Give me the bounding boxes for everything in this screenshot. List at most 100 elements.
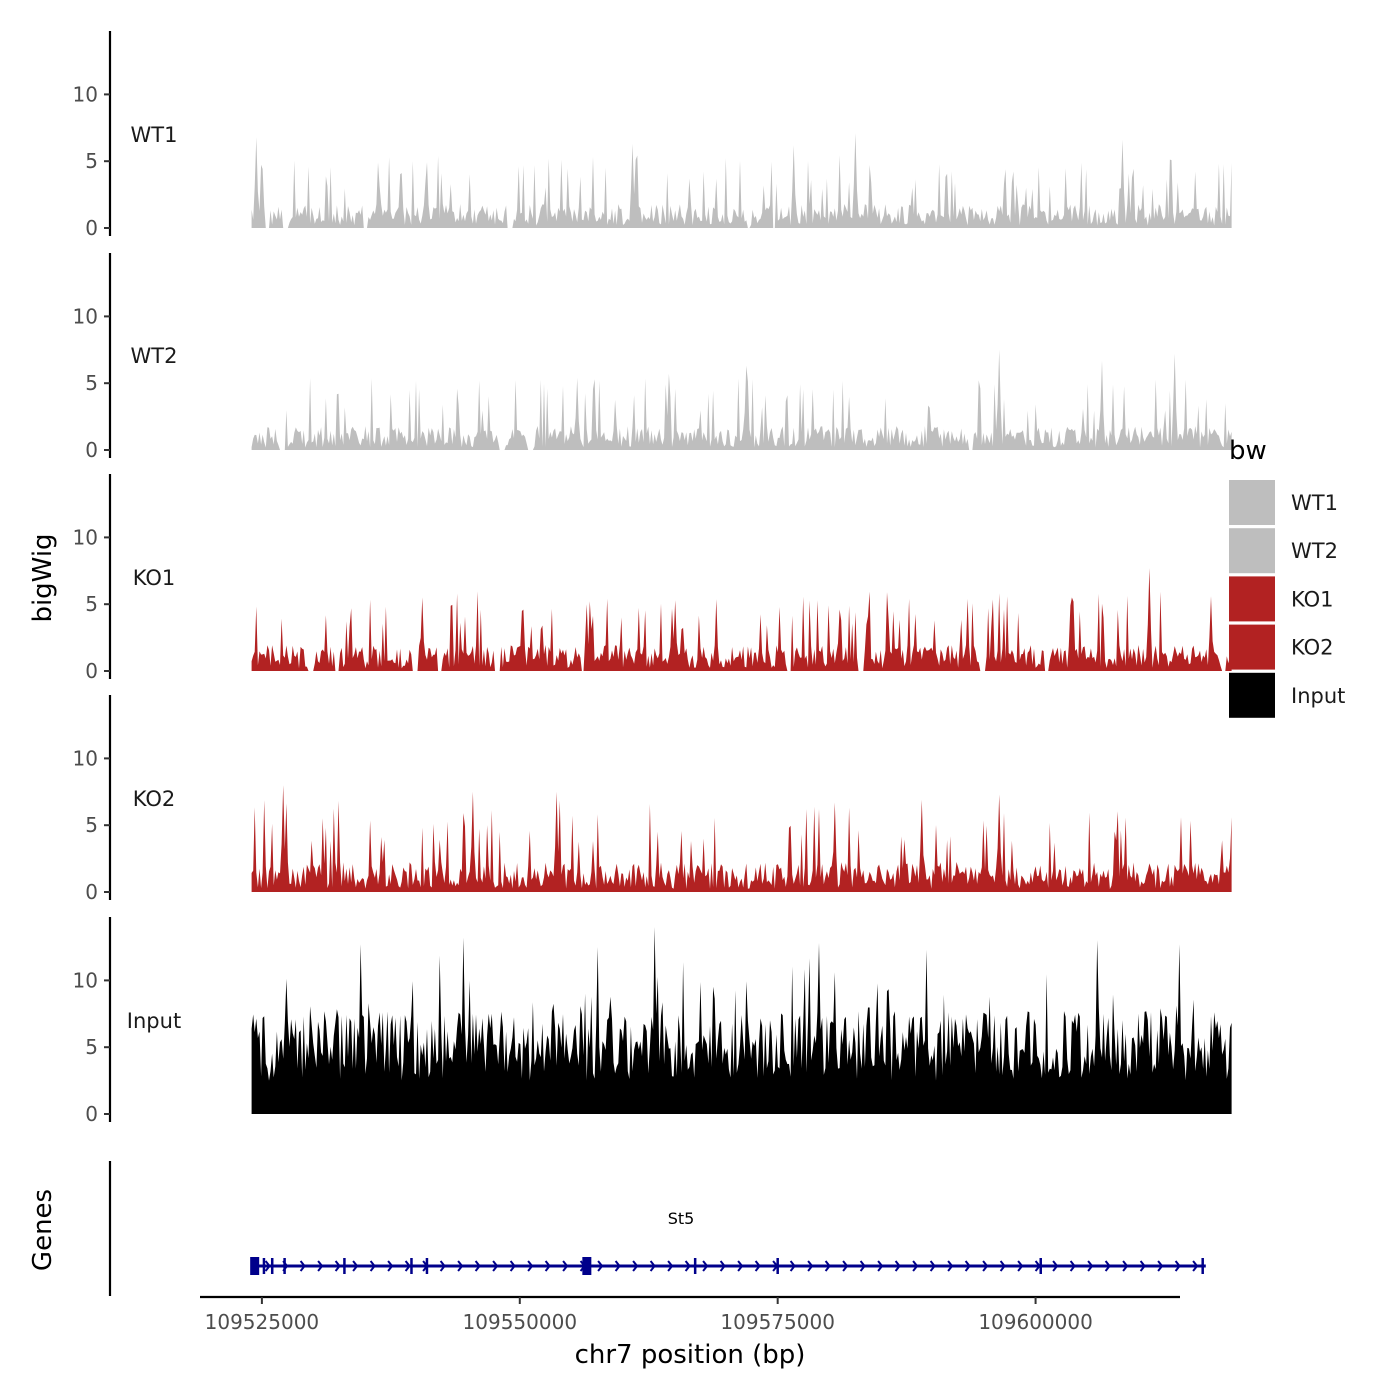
- strand-arrow: [614, 1260, 621, 1272]
- strand-arrow: [632, 1260, 639, 1272]
- exon: [776, 1258, 779, 1274]
- exon: [410, 1258, 413, 1274]
- exon: [1201, 1258, 1204, 1274]
- strand-arrow: [842, 1260, 849, 1272]
- signal-area-ko1: [251, 568, 1232, 671]
- x-tick-label: 109525000: [205, 1310, 320, 1334]
- track-label: KO2: [133, 787, 176, 811]
- strand-arrow: [684, 1260, 691, 1272]
- strand-arrow: [982, 1260, 989, 1272]
- genes-panel: St5: [108, 1161, 1206, 1296]
- strand-arrow: [964, 1260, 971, 1272]
- strand-arrow: [1069, 1260, 1076, 1272]
- strand-arrow: [1122, 1260, 1129, 1272]
- track-label: KO1: [133, 566, 176, 590]
- gene-label: St5: [668, 1209, 695, 1228]
- exon: [425, 1258, 429, 1274]
- genes-axis-title: Genes: [28, 1189, 58, 1271]
- exon: [1039, 1258, 1042, 1274]
- y-tick-label: 0: [85, 216, 98, 240]
- track-ko1: 0 5 10 KO1: [73, 474, 1232, 683]
- signal-tracks: 0 5 10 WT1 0 5 10 WT2 0 5 10 KO1 0 5 10 KO2 0 5 10 Input: [73, 31, 1232, 1126]
- strand-arrow: [509, 1260, 516, 1272]
- strand-arrow: [912, 1260, 919, 1272]
- x-tick-label: 109550000: [463, 1310, 578, 1334]
- exon: [270, 1258, 274, 1274]
- gene-st5: St5: [250, 1209, 1206, 1275]
- strand-arrow: [387, 1260, 394, 1272]
- legend-label-input: Input: [1291, 684, 1345, 708]
- strand-arrow: [317, 1260, 324, 1272]
- x-axis: 109525000 109550000 109575000 109600000: [200, 1295, 1180, 1334]
- strand-arrow: [859, 1260, 866, 1272]
- y-axis-title: bigWig: [28, 533, 58, 622]
- signal-area-wt1: [251, 133, 1232, 228]
- strand-arrow: [492, 1260, 499, 1272]
- strand-arrow: [527, 1260, 534, 1272]
- strand-arrow: [649, 1260, 656, 1272]
- track-label: Input: [127, 1009, 181, 1033]
- strand-arrow: [404, 1260, 411, 1272]
- strand-arrow: [1052, 1260, 1059, 1272]
- y-tick-label: 5: [85, 149, 98, 173]
- strand-arrow: [439, 1260, 446, 1272]
- y-tick-label: 10: [73, 525, 98, 549]
- strand-arrow: [352, 1260, 359, 1272]
- strand-arrow: [999, 1260, 1006, 1272]
- strand-arrow: [264, 1260, 271, 1272]
- track-label: WT2: [131, 344, 178, 368]
- legend-swatch-ko2: [1229, 624, 1275, 670]
- y-tick-label: 10: [73, 968, 98, 992]
- signal-area-wt2: [251, 349, 1232, 450]
- strand-arrow: [299, 1260, 306, 1272]
- strand-arrow: [334, 1260, 341, 1272]
- legend-swatch-ko1: [1229, 576, 1275, 622]
- y-tick-label: 0: [85, 659, 98, 683]
- y-tick-label: 5: [85, 592, 98, 616]
- strand-arrow: [1174, 1260, 1181, 1272]
- exon: [343, 1258, 346, 1274]
- exon: [582, 1257, 592, 1275]
- x-tick-label: 109600000: [978, 1310, 1093, 1334]
- strand-arrow: [824, 1260, 831, 1272]
- exon: [283, 1258, 286, 1274]
- y-tick-label: 0: [85, 1102, 98, 1126]
- strand-arrow: [1017, 1260, 1024, 1272]
- track-label: WT1: [131, 123, 178, 147]
- signal-area-input: [251, 927, 1232, 1114]
- legend: bw WT1 WT2 KO1 KO2 Input: [1229, 436, 1345, 718]
- strand-arrow: [1192, 1260, 1199, 1272]
- strand-arrow: [789, 1260, 796, 1272]
- y-tick-label: 10: [73, 304, 98, 328]
- y-tick-label: 5: [85, 1035, 98, 1059]
- strand-arrow: [1139, 1260, 1146, 1272]
- strand-arrow: [702, 1260, 709, 1272]
- x-tick-label: 109575000: [720, 1310, 835, 1334]
- legend-label-ko2: KO2: [1291, 636, 1334, 660]
- strand-arrow: [562, 1260, 569, 1272]
- y-tick-label: 0: [85, 438, 98, 462]
- strand-arrow: [369, 1260, 376, 1272]
- strand-arrow: [754, 1260, 761, 1272]
- strand-arrow: [1087, 1260, 1094, 1272]
- track-wt2: 0 5 10 WT2: [73, 253, 1232, 462]
- exon: [250, 1257, 260, 1275]
- strand-arrow: [457, 1260, 464, 1272]
- legend-swatch-input: [1229, 672, 1275, 718]
- strand-arrow: [929, 1260, 936, 1272]
- y-tick-label: 10: [73, 82, 98, 106]
- legend-label-ko1: KO1: [1291, 587, 1334, 611]
- strand-arrow: [597, 1260, 604, 1272]
- strand-arrow: [894, 1260, 901, 1272]
- strand-arrow: [1157, 1260, 1164, 1272]
- track-wt1: 0 5 10 WT1: [73, 31, 1232, 240]
- strand-arrow: [877, 1260, 884, 1272]
- legend-swatch-wt1: [1229, 480, 1275, 525]
- strand-arrow: [947, 1260, 954, 1272]
- exon: [262, 1258, 266, 1274]
- signal-area-ko2: [251, 785, 1232, 892]
- legend-label-wt1: WT1: [1291, 491, 1338, 515]
- y-tick-label: 5: [85, 371, 98, 395]
- exon: [693, 1258, 697, 1274]
